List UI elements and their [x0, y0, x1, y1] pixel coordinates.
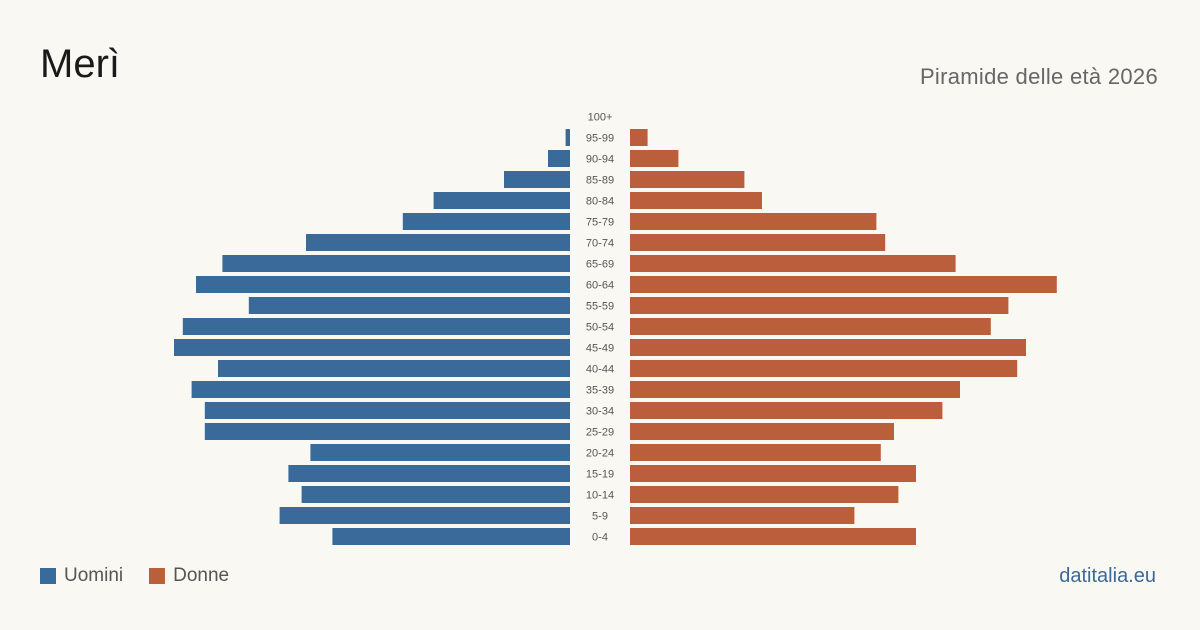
bar-women-55-59 — [630, 297, 1009, 314]
legend-swatch-women — [149, 568, 166, 584]
bar-men-30-34 — [204, 402, 571, 419]
bar-women-90-94 — [630, 150, 679, 167]
bar-women-70-74 — [630, 234, 886, 251]
bar-men-35-39 — [191, 381, 570, 398]
age-label-90-94: 90-94 — [586, 154, 614, 166]
bar-women-50-54 — [630, 318, 991, 335]
age-label-20-24: 20-24 — [586, 448, 614, 460]
legend-swatch-men — [40, 568, 56, 584]
age-label-40-44: 40-44 — [586, 364, 614, 376]
bar-men-80-84 — [433, 192, 570, 209]
bar-men-40-44 — [218, 360, 570, 377]
chart-legend: Uomini Donne — [40, 565, 255, 587]
bar-men-60-64 — [196, 276, 570, 293]
bar-women-60-64 — [630, 276, 1057, 293]
bar-women-65-69 — [630, 255, 956, 272]
age-label-25-29: 25-29 — [586, 427, 614, 439]
age-label-75-79: 75-79 — [586, 217, 614, 229]
bar-women-25-29 — [630, 423, 894, 440]
bar-women-40-44 — [630, 360, 1018, 377]
bar-men-55-59 — [248, 297, 571, 314]
age-label-60-64: 60-64 — [586, 280, 614, 292]
page-title: Merì — [40, 42, 120, 86]
legend-item-women: Donne — [149, 565, 229, 587]
age-label-85-89: 85-89 — [586, 175, 614, 187]
bar-women-75-79 — [630, 213, 877, 230]
bar-men-85-89 — [504, 171, 570, 188]
age-label-45-49: 45-49 — [586, 343, 614, 355]
age-label-55-59: 55-59 — [586, 301, 614, 313]
age-label-30-34: 30-34 — [586, 406, 614, 418]
bar-men-45-49 — [174, 339, 570, 356]
bar-men-20-24 — [310, 444, 570, 461]
source-link[interactable]: datitalia.eu — [1059, 565, 1156, 587]
age-label-70-74: 70-74 — [586, 238, 614, 250]
bar-men-65-69 — [222, 255, 570, 272]
bar-women-95-99 — [630, 129, 648, 146]
bar-men-25-29 — [204, 423, 571, 440]
bar-women-35-39 — [630, 381, 960, 398]
bar-men-10-14 — [301, 486, 570, 503]
bar-women-45-49 — [630, 339, 1026, 356]
bar-women-5-9 — [630, 507, 855, 524]
bar-women-15-19 — [630, 465, 916, 482]
bar-women-20-24 — [630, 444, 881, 461]
bar-men-95-99 — [565, 129, 570, 146]
bar-men-90-94 — [548, 150, 570, 167]
bar-women-80-84 — [630, 192, 762, 209]
age-label-15-19: 15-19 — [586, 469, 614, 481]
bar-men-15-19 — [288, 465, 570, 482]
age-label-5-9: 5-9 — [592, 511, 608, 523]
age-label-80-84: 80-84 — [586, 196, 614, 208]
legend-item-men: Uomini — [40, 565, 123, 587]
age-label-0-4: 0-4 — [592, 532, 608, 544]
bar-women-30-34 — [630, 402, 943, 419]
chart-subtitle: Piramide delle età 2026 — [919, 64, 1158, 89]
age-label-95-99: 95-99 — [586, 133, 614, 145]
legend-label-men: Uomini — [64, 565, 124, 586]
age-label-65-69: 65-69 — [586, 259, 614, 271]
bar-men-70-74 — [306, 234, 570, 251]
bar-men-75-79 — [402, 213, 570, 230]
bar-women-85-89 — [630, 171, 745, 188]
legend-label-women: Donne — [173, 565, 230, 586]
age-label-100plus: 100+ — [588, 112, 613, 124]
bar-men-50-54 — [182, 318, 571, 335]
age-label-10-14: 10-14 — [586, 490, 614, 502]
bar-men-0-4 — [332, 528, 570, 545]
bar-men-5-9 — [279, 507, 570, 524]
age-label-35-39: 35-39 — [586, 385, 614, 397]
bar-women-10-14 — [630, 486, 899, 503]
bar-women-0-4 — [630, 528, 916, 545]
age-label-50-54: 50-54 — [586, 322, 614, 334]
